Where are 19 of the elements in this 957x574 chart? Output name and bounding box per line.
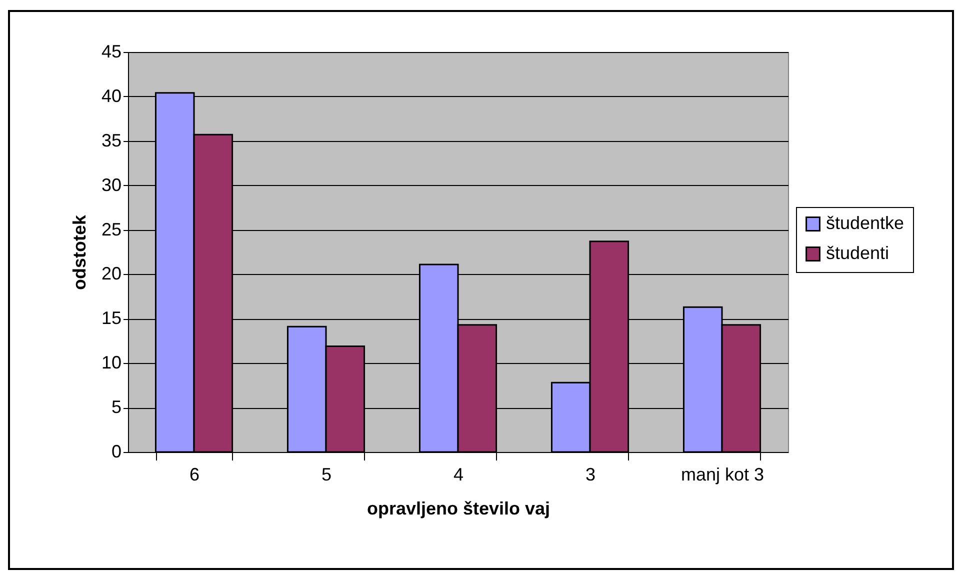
x-tick-label: 6 [189,464,200,484]
x-tick-label: 3 [585,464,596,484]
y-tick-label: 20 [101,264,122,284]
y-axis-title: odstotek [69,214,90,290]
y-tick-label: 15 [101,308,122,328]
y-tick-label: 5 [111,397,122,418]
y-tick-label: 40 [101,86,122,106]
x-tick-label: 5 [321,464,332,484]
legend-label: študentke [826,213,904,233]
x-tick-label: 4 [453,464,464,484]
x-axis-title: opravljeno število vaj [366,498,550,518]
y-tick-label: 10 [101,352,122,373]
x-tick-label: manj kot 3 [680,464,764,484]
y-tick-label: 30 [101,174,122,195]
y-tick-label: 25 [101,219,122,240]
y-tick-label: 0 [111,442,122,462]
y-tick-label: 35 [101,130,122,150]
legend-label: študenti [826,243,890,263]
y-tick-label: 45 [101,42,122,62]
